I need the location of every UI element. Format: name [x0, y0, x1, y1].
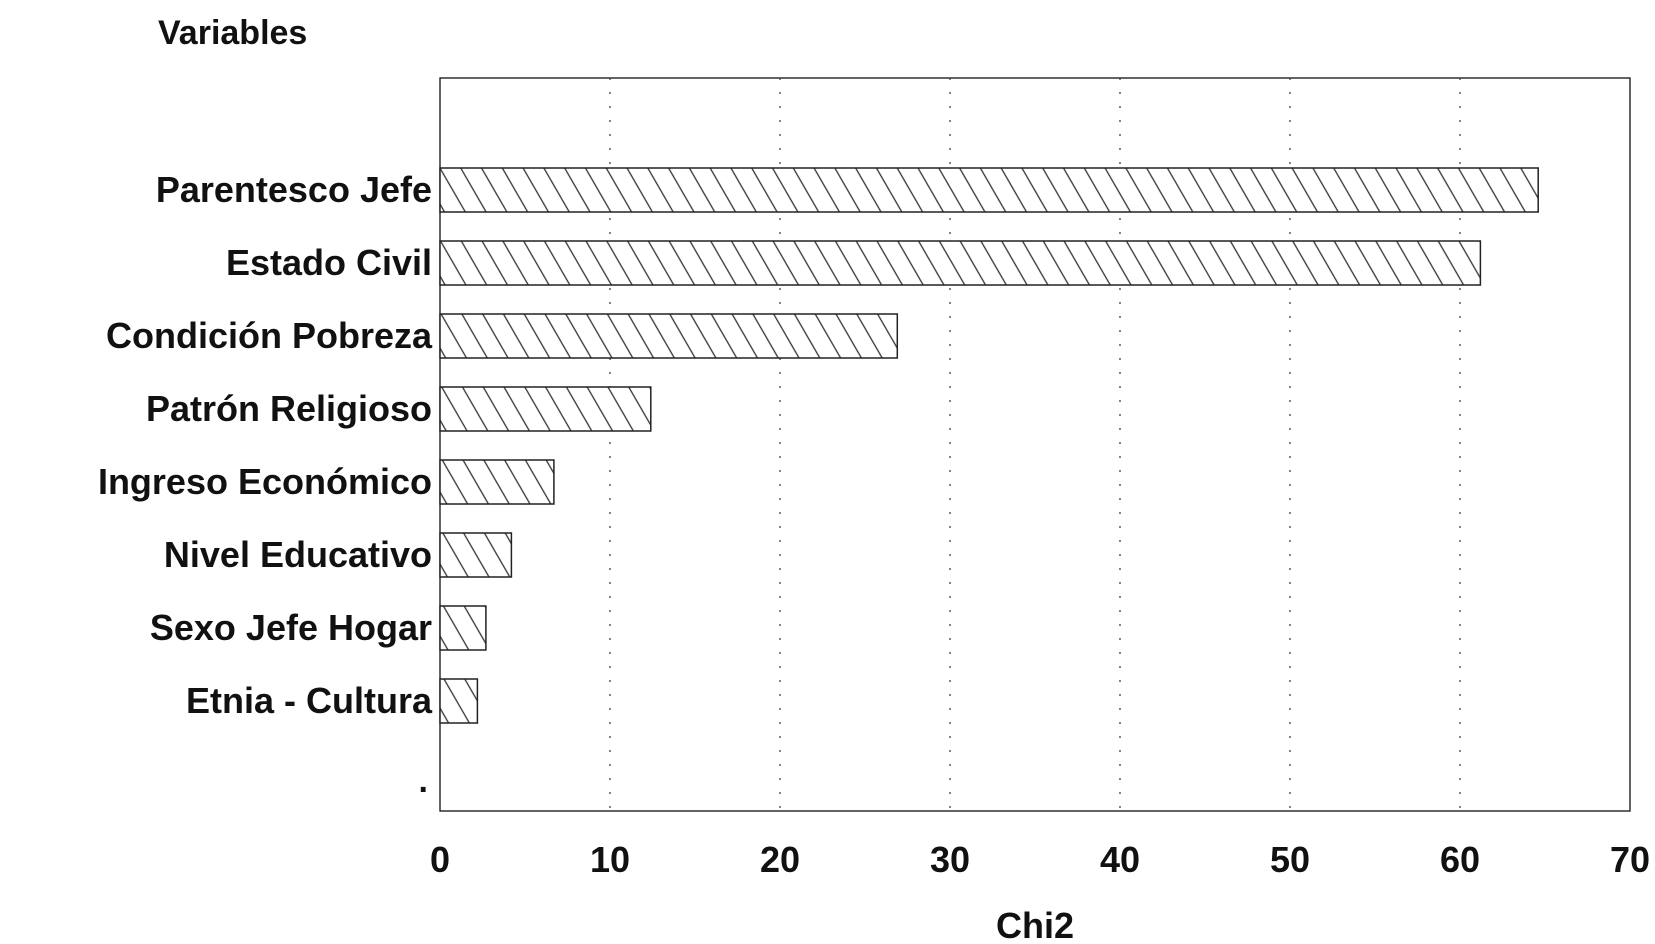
bar	[439, 678, 479, 724]
x-tick-label: 60	[1440, 839, 1480, 880]
category-labels: Parentesco Jefe Estado Civil Condición Pob…	[98, 169, 433, 721]
bar	[439, 240, 1482, 286]
bar	[439, 532, 513, 578]
bar	[439, 459, 555, 505]
x-tick-label: 70	[1610, 839, 1650, 880]
bars	[439, 167, 1539, 724]
category-label: Estado Civil	[226, 242, 432, 283]
x-axis-label: Chi2	[996, 905, 1074, 944]
x-tick-label: 20	[760, 839, 800, 880]
category-label: Ingreso Económico	[98, 461, 432, 502]
extra-category-label: .	[419, 762, 428, 800]
bar	[439, 313, 899, 359]
x-tick-label: 40	[1100, 839, 1140, 880]
x-tick-labels: 0 10 20 30 40 50 60 70	[430, 839, 1650, 880]
bar	[439, 386, 652, 432]
chart-title: Variables	[158, 14, 307, 52]
category-label: Etnia - Cultura	[186, 680, 433, 721]
x-tick-label: 10	[590, 839, 630, 880]
bar	[439, 605, 487, 651]
bar	[439, 167, 1539, 213]
category-label: Nivel Educativo	[164, 534, 432, 575]
category-label: Parentesco Jefe	[156, 169, 432, 210]
x-tick-label: 30	[930, 839, 970, 880]
category-label: Patrón Religioso	[146, 388, 432, 429]
x-tick-label: 0	[430, 839, 450, 880]
x-tick-label: 50	[1270, 839, 1310, 880]
plot-frame	[439, 77, 1631, 812]
category-label: Sexo Jefe Hogar	[150, 607, 432, 648]
category-label: Condición Pobreza	[106, 315, 433, 356]
